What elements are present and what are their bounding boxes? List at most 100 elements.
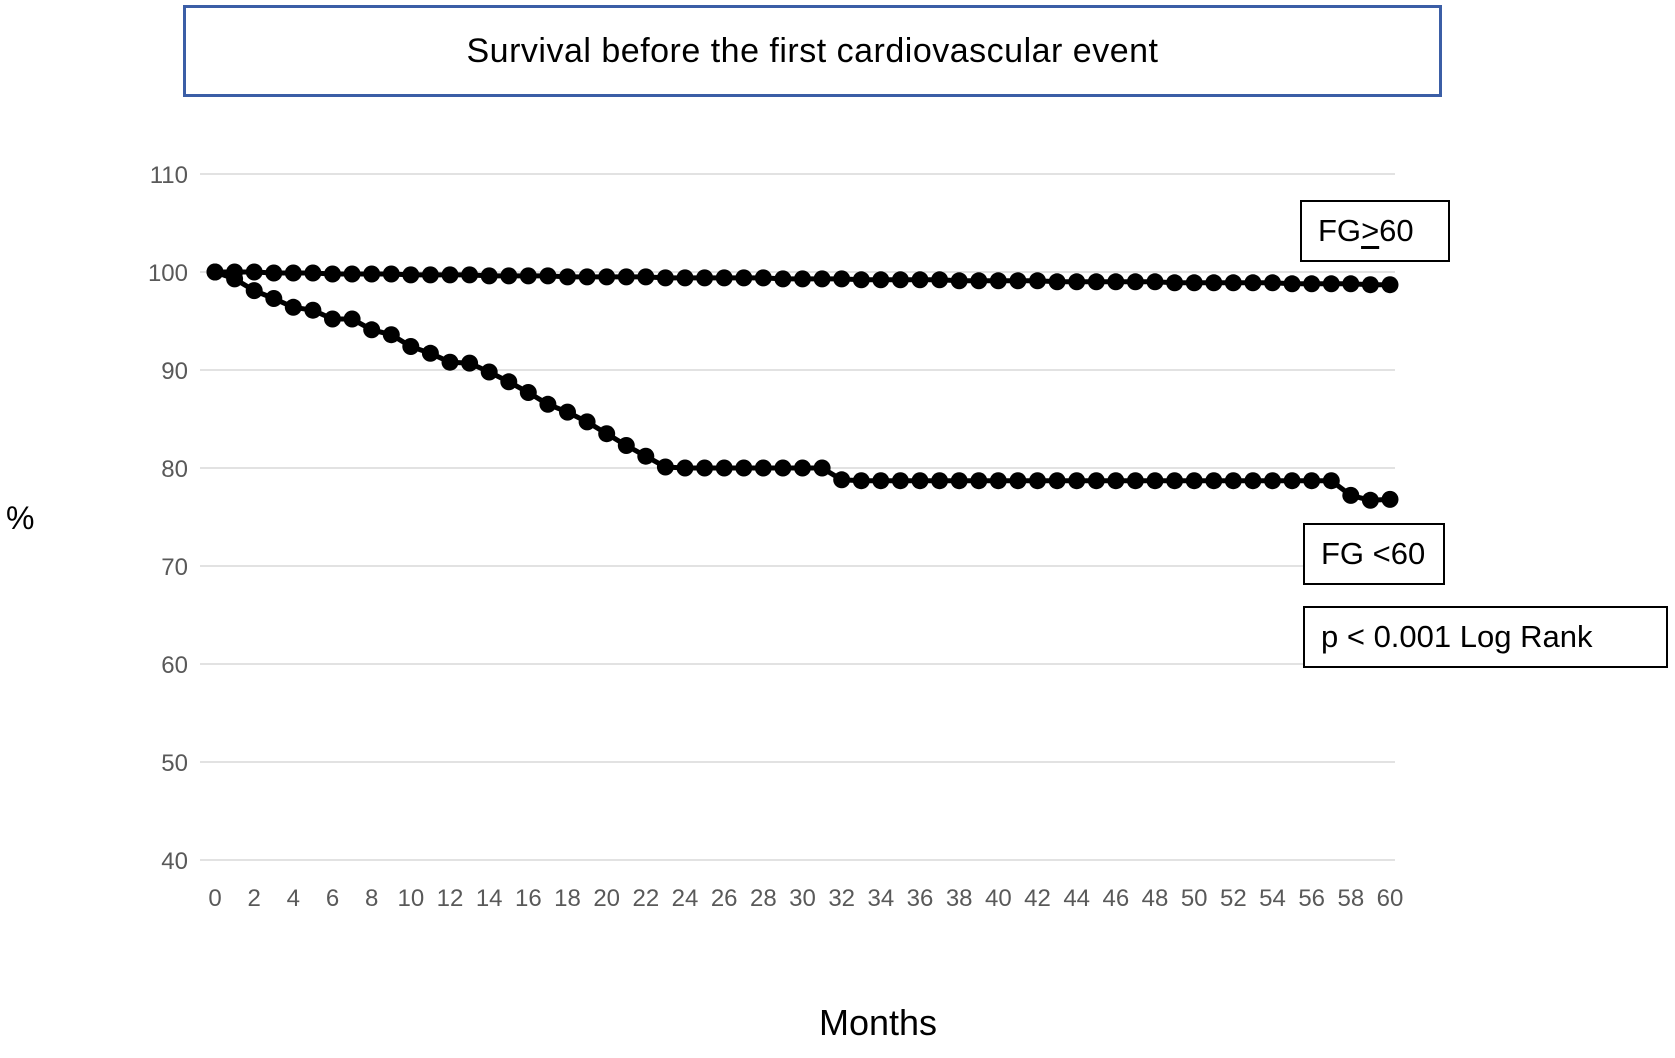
data-point-fg-lt60-m59: [1361, 491, 1379, 509]
data-point-fg-lt60-m17: [539, 395, 557, 413]
data-point-fg-lt60-m4: [284, 298, 302, 316]
annotation-fg-ge60-suffix: 60: [1379, 213, 1414, 248]
chart-title: Survival before the first cardiovascular…: [466, 31, 1159, 70]
data-point-fg-lt60-m46: [1107, 472, 1125, 490]
annotation-fg-ge60: FG > 60: [1300, 200, 1450, 262]
data-point-fg-ge60-m24: [676, 269, 694, 287]
data-point-fg-ge60-m23: [656, 269, 674, 287]
data-point-fg-lt60-m47: [1126, 472, 1144, 490]
data-point-fg-ge60-m55: [1283, 275, 1301, 293]
data-point-fg-ge60-m16: [519, 267, 537, 285]
y-tick-label-40: 40: [161, 848, 188, 875]
annotation-fg-lt60: FG <60: [1303, 523, 1445, 585]
data-point-fg-ge60-m15: [500, 267, 518, 285]
data-point-fg-ge60-m4: [284, 264, 302, 282]
x-tick-label-36: 36: [907, 885, 934, 912]
y-tick-label-90: 90: [161, 358, 188, 385]
data-point-fg-lt60-m13: [461, 354, 479, 372]
x-tick-label-4: 4: [287, 885, 300, 912]
data-point-fg-ge60-m18: [559, 268, 576, 286]
x-tick-label-22: 22: [632, 885, 659, 912]
x-tick-label-14: 14: [476, 885, 503, 912]
x-tick-label-40: 40: [985, 885, 1012, 912]
data-point-fg-lt60-m19: [578, 413, 596, 431]
data-point-fg-lt60-m2: [245, 282, 263, 300]
data-point-fg-ge60-m25: [696, 269, 714, 287]
x-tick-label-38: 38: [946, 885, 973, 912]
data-point-fg-ge60-m34: [872, 271, 890, 289]
x-tick-label-32: 32: [828, 885, 855, 912]
data-point-fg-ge60-m35: [891, 271, 909, 289]
data-point-fg-lt60-m38: [950, 472, 968, 490]
data-point-fg-lt60-m18: [559, 403, 576, 421]
data-point-fg-lt60-m1: [226, 270, 244, 288]
x-tick-label-8: 8: [365, 885, 378, 912]
data-point-fg-lt60-m50: [1185, 472, 1203, 490]
data-point-fg-ge60-m46: [1107, 273, 1125, 291]
data-point-fg-lt60-m42: [1029, 472, 1046, 490]
x-tick-label-0: 0: [208, 885, 221, 912]
data-point-fg-lt60-m0: [206, 263, 224, 281]
data-point-fg-lt60-m8: [363, 321, 381, 339]
data-point-fg-ge60-m26: [715, 269, 733, 287]
data-point-fg-ge60-m21: [617, 268, 635, 286]
y-tick-label-70: 70: [161, 554, 188, 581]
x-tick-label-18: 18: [554, 885, 581, 912]
data-point-fg-lt60-m30: [794, 459, 811, 477]
data-point-fg-lt60-m33: [852, 472, 870, 490]
data-point-fg-lt60-m40: [989, 472, 1007, 490]
data-point-fg-lt60-m52: [1224, 472, 1242, 490]
data-point-fg-lt60-m21: [617, 437, 635, 454]
y-tick-label-100: 100: [148, 260, 188, 287]
x-tick-label-20: 20: [593, 885, 620, 912]
data-point-fg-ge60-m47: [1126, 273, 1144, 291]
data-point-fg-ge60-m6: [324, 265, 341, 283]
data-point-fg-ge60-m10: [402, 266, 420, 284]
data-point-fg-lt60-m16: [519, 384, 537, 401]
data-point-fg-ge60-m53: [1244, 274, 1262, 292]
x-tick-label-6: 6: [326, 885, 339, 912]
data-point-fg-ge60-m56: [1303, 275, 1321, 293]
data-point-fg-ge60-m42: [1029, 272, 1046, 290]
data-point-fg-ge60-m58: [1342, 275, 1360, 293]
data-point-fg-ge60-m52: [1224, 274, 1242, 292]
data-point-fg-ge60-m51: [1205, 274, 1223, 292]
data-point-fg-ge60-m60: [1381, 276, 1399, 294]
data-point-fg-lt60-m28: [754, 459, 772, 477]
data-point-fg-ge60-m14: [480, 267, 498, 285]
data-point-fg-lt60-m10: [402, 338, 420, 355]
data-point-fg-lt60-m45: [1087, 472, 1105, 490]
data-point-fg-lt60-m32: [833, 471, 851, 489]
x-tick-label-60: 60: [1377, 885, 1404, 912]
data-point-fg-ge60-m37: [931, 271, 949, 289]
data-point-fg-lt60-m9: [382, 326, 400, 344]
x-tick-label-10: 10: [397, 885, 424, 912]
x-tick-label-58: 58: [1337, 885, 1364, 912]
data-point-fg-ge60-m50: [1185, 274, 1203, 292]
data-point-fg-ge60-m49: [1166, 274, 1184, 292]
data-point-fg-ge60-m31: [813, 270, 831, 288]
y-tick-label-80: 80: [161, 456, 188, 483]
data-point-fg-ge60-m20: [598, 268, 616, 286]
data-point-fg-lt60-m25: [696, 459, 714, 477]
x-tick-label-12: 12: [437, 885, 464, 912]
x-tick-label-52: 52: [1220, 885, 1247, 912]
data-point-fg-lt60-m22: [637, 447, 655, 465]
data-point-fg-ge60-m8: [363, 265, 381, 283]
data-point-fg-lt60-m11: [421, 344, 439, 362]
data-point-fg-lt60-m53: [1244, 472, 1262, 490]
x-tick-label-2: 2: [247, 885, 260, 912]
data-point-fg-lt60-m14: [480, 363, 498, 381]
x-tick-label-28: 28: [750, 885, 777, 912]
data-point-fg-ge60-m40: [989, 272, 1007, 290]
y-tick-label-60: 60: [161, 652, 188, 679]
y-tick-label-50: 50: [161, 750, 188, 777]
annotation-p-value-label: p < 0.001 Log Rank: [1321, 619, 1593, 654]
x-tick-label-24: 24: [672, 885, 699, 912]
data-point-fg-lt60-m26: [715, 459, 733, 477]
data-point-fg-ge60-m19: [578, 268, 596, 286]
greater-equal-symbol: >: [1361, 213, 1380, 248]
x-tick-label-46: 46: [1102, 885, 1129, 912]
data-point-fg-lt60-m31: [813, 459, 831, 477]
